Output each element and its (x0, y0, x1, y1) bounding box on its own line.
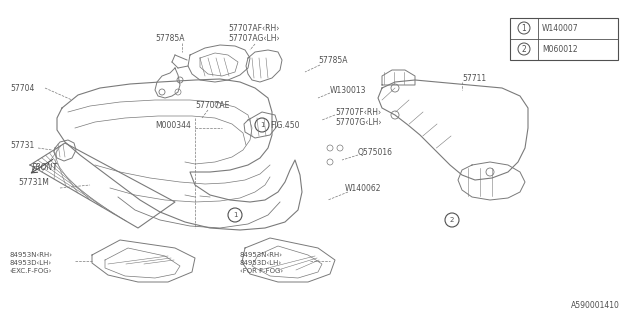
Text: 57707AE: 57707AE (195, 100, 229, 109)
Text: 57785A: 57785A (155, 34, 184, 43)
Text: 2: 2 (522, 44, 526, 53)
Text: W140062: W140062 (345, 183, 381, 193)
Text: Q575016: Q575016 (358, 148, 393, 156)
Text: 57704: 57704 (10, 84, 35, 92)
Text: W140007: W140007 (542, 23, 579, 33)
Text: FRONT: FRONT (32, 163, 58, 172)
Text: M000344: M000344 (155, 121, 191, 130)
Text: 1: 1 (522, 23, 526, 33)
Bar (510, 18, 618, 60)
Text: 84953D‹LH›: 84953D‹LH› (10, 260, 52, 266)
Text: 57731: 57731 (10, 140, 35, 149)
Text: 57707AG‹LH›: 57707AG‹LH› (228, 34, 280, 43)
Text: FIG.450: FIG.450 (270, 121, 300, 130)
Text: W130013: W130013 (330, 85, 367, 94)
Text: ‹EXC.F-FOG›: ‹EXC.F-FOG› (10, 268, 52, 274)
Text: ‹FOR F-FOG›: ‹FOR F-FOG› (240, 268, 283, 274)
Text: 57707F‹RH›: 57707F‹RH› (335, 108, 381, 116)
Text: 84953D‹LH›: 84953D‹LH› (240, 260, 282, 266)
Text: 57711: 57711 (462, 74, 486, 83)
Text: 1: 1 (260, 122, 264, 128)
Text: 57707G‹LH›: 57707G‹LH› (335, 117, 381, 126)
Text: 57785A: 57785A (318, 55, 348, 65)
Text: M060012: M060012 (542, 44, 578, 53)
Text: 1: 1 (233, 212, 237, 218)
Text: 57731M: 57731M (18, 178, 49, 187)
Text: A590001410: A590001410 (571, 301, 620, 310)
Text: 57707AF‹RH›: 57707AF‹RH› (228, 23, 280, 33)
Text: 2: 2 (450, 217, 454, 223)
Text: 84953N‹RH›: 84953N‹RH› (10, 252, 53, 258)
Text: 84953N‹RH›: 84953N‹RH› (240, 252, 283, 258)
